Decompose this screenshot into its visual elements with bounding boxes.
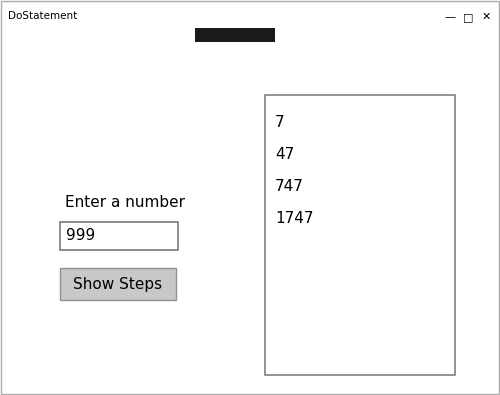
Text: 7: 7 xyxy=(275,115,284,130)
Text: Enter a number: Enter a number xyxy=(65,195,185,210)
Text: —: — xyxy=(444,12,456,22)
Text: DoStatement: DoStatement xyxy=(8,11,77,21)
Text: □: □ xyxy=(463,12,473,22)
Text: 747: 747 xyxy=(275,179,304,194)
Text: 47: 47 xyxy=(275,147,294,162)
Bar xyxy=(60,268,176,300)
Text: 999: 999 xyxy=(66,228,95,243)
Bar xyxy=(60,222,178,250)
Text: Show Steps: Show Steps xyxy=(74,276,162,292)
Text: ✕: ✕ xyxy=(482,12,490,22)
Bar xyxy=(265,95,455,375)
Bar xyxy=(195,28,275,42)
Text: 1747: 1747 xyxy=(275,211,314,226)
